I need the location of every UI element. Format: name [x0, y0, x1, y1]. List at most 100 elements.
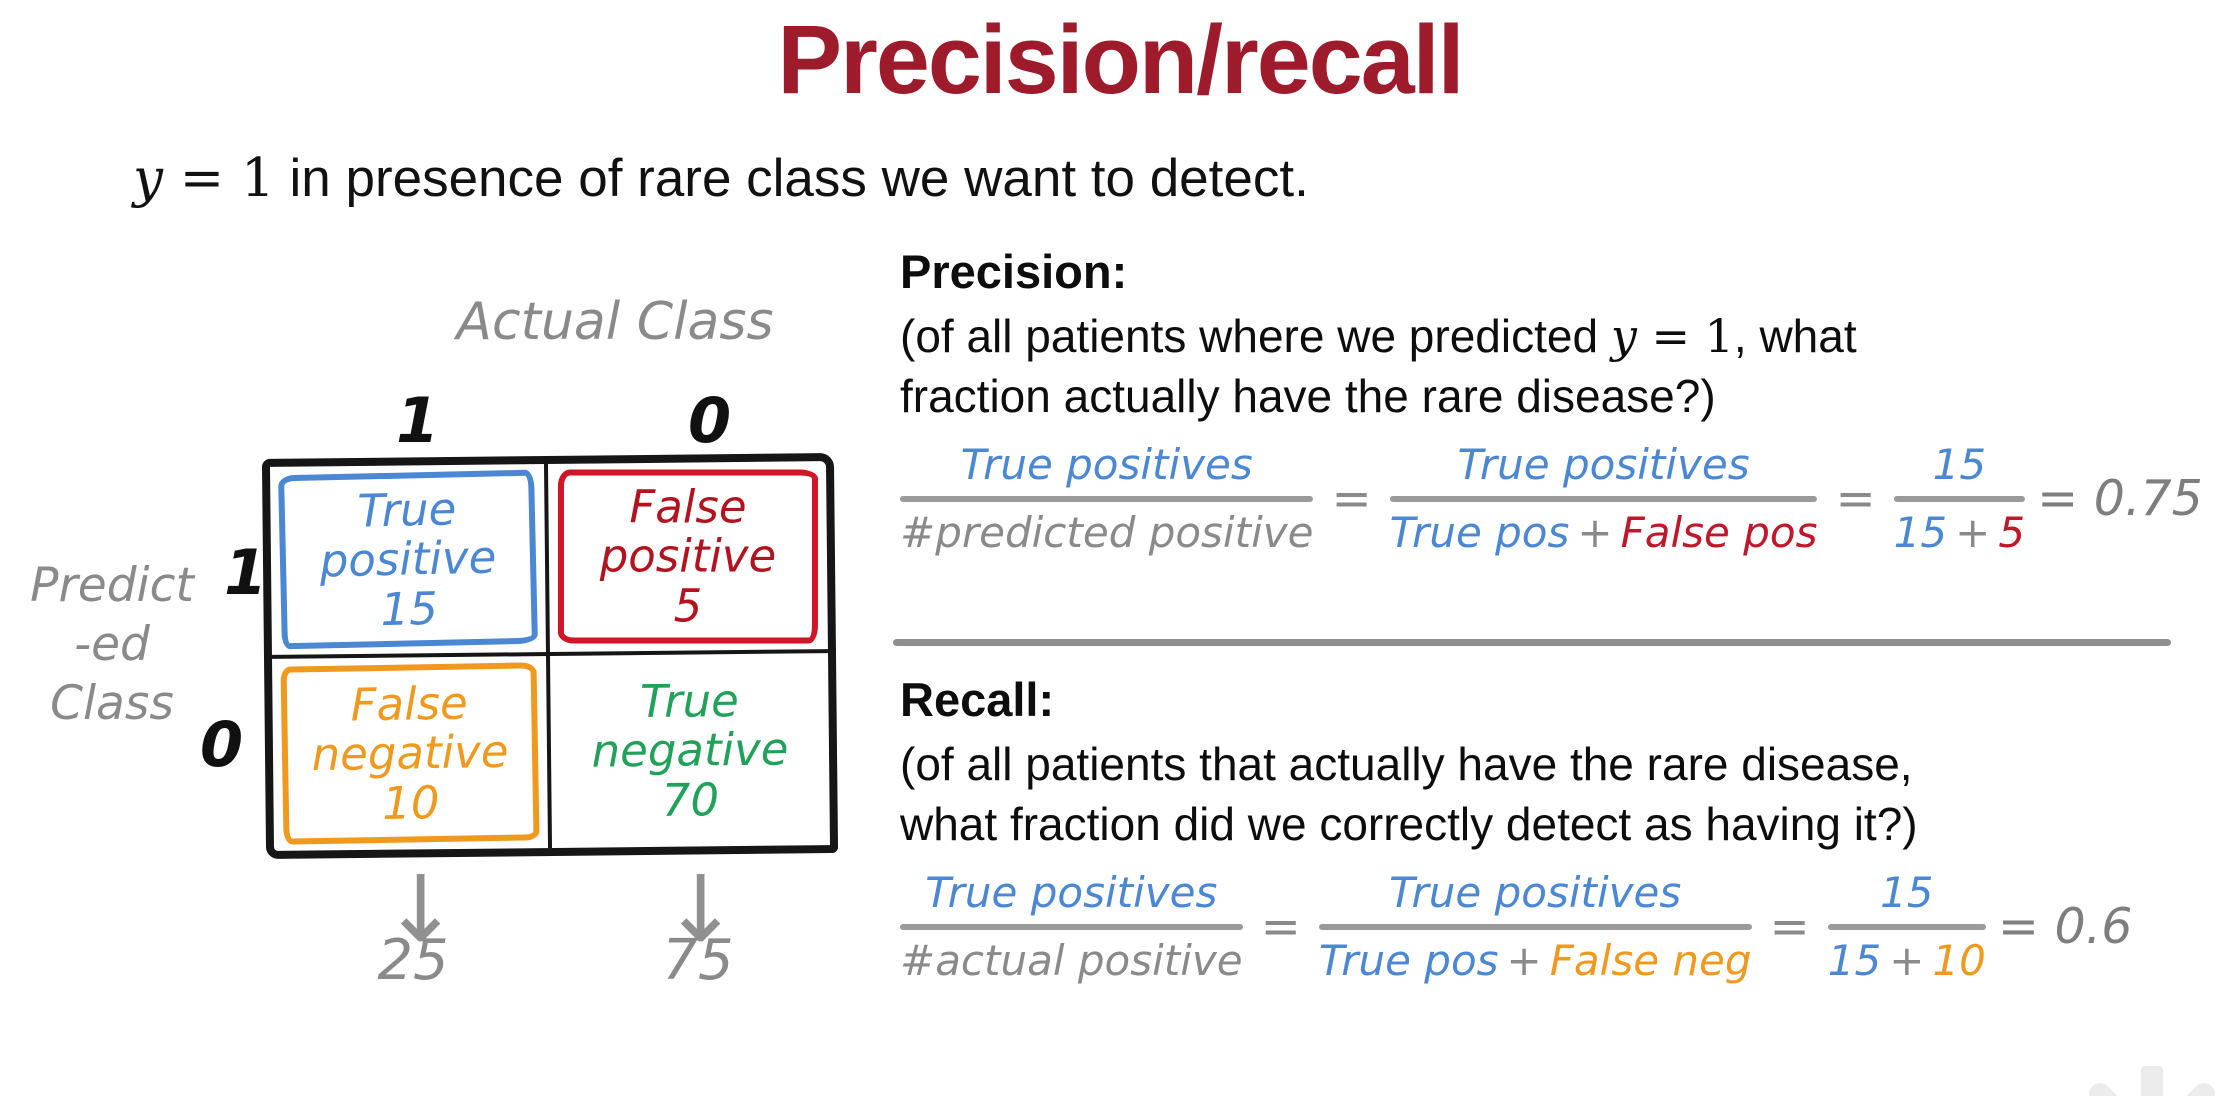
numerator: True positives: [960, 439, 1253, 489]
false-neg-term: False neg: [1549, 935, 1752, 985]
recall-heading: Recall:: [900, 673, 1055, 726]
true-positive-value: 15: [379, 581, 439, 636]
false-positive-cell: False positive 5: [547, 461, 828, 656]
false-negative-label-line1: False: [350, 676, 469, 732]
fraction-bar: [900, 923, 1243, 930]
true-positive-label-line1: True: [356, 482, 457, 538]
precision-desc-math-eq: = 1: [1636, 309, 1734, 363]
precision-description: (of all patients where we predicted y = …: [900, 307, 2240, 427]
recall-fraction-expanded: True positives True pos + False neg: [1318, 867, 1752, 986]
true-negative-cell: True negative 70: [550, 653, 830, 848]
true-negative-value: 70: [661, 772, 720, 827]
numerator: 15: [1880, 867, 1934, 917]
true-pos-value: 15: [1893, 507, 1948, 557]
denominator: True pos + False neg: [1318, 935, 1752, 985]
false-negative-box: False negative 10: [280, 662, 540, 845]
true-negative-box: True negative 70: [559, 660, 821, 841]
precision-desc-text: , what: [1733, 310, 1857, 362]
true-positive-label-line2: positive: [319, 530, 497, 588]
recall-formula: True positives #actual positive = True p…: [900, 867, 2240, 986]
denominator: 15 +10: [1827, 935, 1986, 985]
true-negative-label-line1: True: [639, 673, 740, 728]
false-positive-value: 5: [673, 579, 703, 633]
plus-sign: +: [1577, 507, 1613, 557]
plus-sign: +: [1506, 935, 1542, 985]
equals-sign: =: [1331, 470, 1372, 527]
subtitle: y = 1 in presence of rare class we want …: [133, 148, 1309, 209]
false-neg-value: 10: [1932, 935, 1986, 985]
recall-description-line2: what fraction did we correctly detect as…: [900, 797, 1918, 850]
true-pos-term: True pos: [1389, 507, 1570, 557]
false-negative-cell: False negative 10: [272, 656, 553, 851]
recall-fraction-numeric: 15 15 +10: [1827, 867, 1986, 986]
precision-section: Precision: (of all patients where we pre…: [900, 244, 2240, 557]
recall-description: (of all patients that actually have the …: [900, 735, 2240, 855]
precision-desc-text: (of all patients where we predicted: [900, 310, 1611, 362]
precision-heading: Precision:: [900, 245, 1128, 298]
section-divider: [893, 639, 2171, 646]
denominator: True pos + False pos: [1389, 507, 1818, 557]
recall-section: Recall: (of all patients that actually h…: [900, 672, 2240, 985]
fraction-bar: [1827, 923, 1986, 930]
false-negative-label-line2: negative: [311, 725, 509, 782]
denominator: #predicted positive: [900, 507, 1314, 557]
gear-icon: [2072, 1061, 2232, 1096]
false-positive-label-line1: False: [629, 480, 747, 534]
false-pos-value: 5: [1998, 507, 2026, 557]
fraction-bar: [1389, 495, 1818, 502]
false-positive-box: False positive 5: [557, 469, 818, 644]
numerator: True positives: [1457, 439, 1750, 489]
fraction-bar: [900, 495, 1314, 502]
recall-result: = 0.6: [1997, 898, 2133, 956]
precision-fraction-definition: True positives #predicted positive: [900, 439, 1314, 558]
fraction-bar: [1893, 495, 2026, 502]
true-positive-cell: True positive 15: [270, 464, 550, 659]
recall-description-line1: (of all patients that actually have the …: [900, 738, 1913, 790]
actual-class-axis-label: Actual Class: [456, 292, 774, 352]
column-total-actual-1: 25: [377, 928, 449, 993]
numerator: True positives: [925, 867, 1218, 917]
precision-fraction-numeric: 15 15 +5: [1893, 439, 2026, 558]
false-positive-label-line2: positive: [599, 529, 777, 583]
fraction-bar: [1318, 923, 1752, 930]
page-title: Precision/recall: [777, 5, 1464, 114]
equals-sign: =: [1835, 470, 1876, 527]
column-total-actual-0: 75: [662, 928, 734, 993]
recall-fraction-definition: True positives #actual positive: [900, 867, 1243, 986]
subtitle-math-eq: = 1: [162, 148, 275, 209]
true-positive-box: True positive 15: [278, 469, 538, 650]
down-arrow-icon: ↓: [662, 856, 740, 963]
predicted-class-axis-line3: Class: [50, 676, 174, 732]
equals-sign: =: [1260, 898, 1301, 955]
plus-sign: +: [1955, 507, 1991, 557]
precision-description-line1: (of all patients where we predicted y = …: [900, 307, 2240, 367]
actual-class-0-label: 0: [688, 384, 732, 457]
true-pos-value: 15: [1827, 935, 1882, 985]
actual-class-1-label: 1: [396, 384, 440, 457]
true-negative-label-line2: negative: [591, 722, 789, 778]
precision-formula: True positives #predicted positive = Tru…: [900, 439, 2240, 558]
precision-desc-math-var: y: [1610, 309, 1637, 363]
down-arrow-icon: ↓: [382, 856, 460, 963]
plus-sign: +: [1889, 935, 1925, 985]
numerator: True positives: [1389, 867, 1682, 917]
precision-description-line2: fraction actually have the rare disease?…: [900, 369, 1716, 422]
false-pos-term: False pos: [1620, 507, 1818, 557]
subtitle-math-var: y: [133, 148, 163, 209]
predicted-class-0-label: 0: [200, 708, 244, 781]
false-negative-value: 10: [381, 775, 440, 830]
precision-result: = 0.75: [2037, 470, 2203, 528]
confusion-matrix: True positive 15 False positive 5 False …: [261, 453, 839, 859]
subtitle-text: in presence of rare class we want to det…: [274, 149, 1309, 208]
denominator: 15 +5: [1893, 507, 2026, 557]
precision-fraction-expanded: True positives True pos + False pos: [1389, 439, 1818, 558]
predicted-class-axis-line1: Predict: [30, 558, 194, 613]
predicted-class-axis-line2: -ed: [74, 617, 150, 673]
predicted-class-axis-label: Predict -ed Class: [10, 556, 214, 734]
denominator: #actual positive: [900, 935, 1243, 985]
equals-sign: =: [1769, 898, 1810, 955]
predicted-class-1-label: 1: [224, 536, 268, 609]
numerator: 15: [1932, 439, 1987, 489]
true-pos-term: True pos: [1318, 935, 1499, 985]
